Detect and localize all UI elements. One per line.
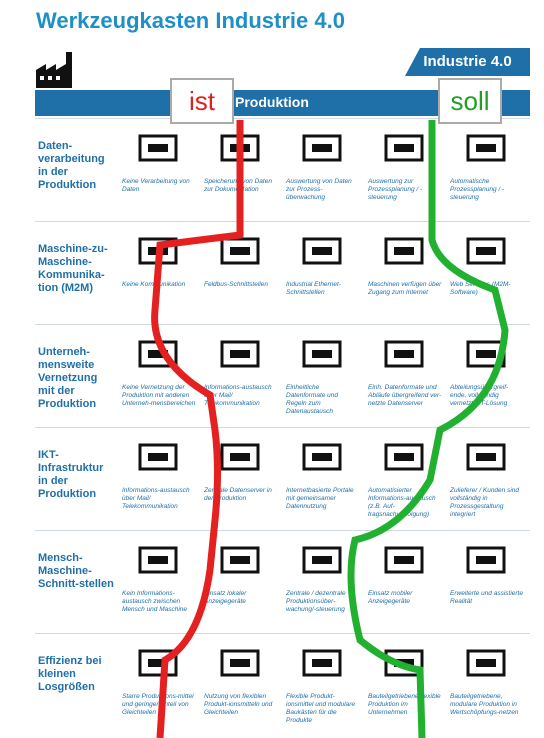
cell-caption: Auswertung von Daten zur Prozess-überwac… [286, 178, 352, 201]
icon [300, 439, 344, 475]
cell-caption: Zulieferer / Kunden sind vollständig in … [450, 487, 520, 518]
soll-label: soll [438, 78, 502, 124]
icon [382, 439, 426, 475]
icon [218, 439, 262, 475]
row [35, 221, 530, 325]
cell-caption: Informations-austausch über Mail/ Teleko… [204, 384, 272, 407]
icon [300, 645, 344, 681]
cell-caption: Feldbus-Schnittstellen [204, 281, 268, 288]
icon [218, 645, 262, 681]
icon [136, 542, 180, 578]
icon [136, 439, 180, 475]
cell-caption: Keine Vernetzung der Produktion mit ande… [122, 384, 196, 407]
icon [300, 542, 344, 578]
icon [300, 130, 344, 166]
cell-caption: Kein Informations-austausch zwischen Men… [122, 590, 188, 613]
icon [464, 645, 508, 681]
row [35, 633, 530, 737]
banner: Industrie 4.0 [405, 48, 530, 76]
cell-caption: Auswertung zur Prozessplanung / -steueru… [368, 178, 423, 201]
cell-caption: Internetbasierte Portale mit gemeinsamer… [286, 487, 354, 510]
row-label: Daten-verarbeitung in der Produktion [38, 140, 105, 191]
row-label: Maschine-zu-Maschine-Kommunika-tion (M2M… [38, 243, 108, 294]
icon [136, 645, 180, 681]
cell-caption: Bauteilgetriebene flexible Produktion im… [368, 693, 441, 716]
cell-caption: Keine Verarbeitung von Daten [122, 178, 190, 193]
icon [464, 542, 508, 578]
cell-caption: Nutzung von flexiblen Produkt-ionsmittel… [204, 693, 273, 716]
icon [464, 233, 508, 269]
row [35, 118, 530, 222]
icon [382, 336, 426, 372]
cell-caption: Einsatz lokaler Anzeigegeräte [204, 590, 247, 605]
icon [382, 130, 426, 166]
row [35, 427, 530, 531]
cell-caption: Erweiterte und assistierte Realität [450, 590, 523, 605]
cell-caption: Informations-austausch über Mail/ Teleko… [122, 487, 190, 510]
icon [218, 542, 262, 578]
cell-caption: Zentrale / dezentrale Produktionsüber-wa… [286, 590, 346, 613]
row-label: Mensch-Maschine-Schnitt-stellen [38, 552, 114, 590]
title: Werkzeugkasten Industrie 4.0 [36, 8, 345, 33]
cell-caption: Maschinen verfügen über Zugang zum Inter… [368, 281, 442, 296]
icon [464, 130, 508, 166]
cell-caption: Einheitliche Datenformate und Regeln zum… [286, 384, 339, 415]
row-label: IKT-Infrastruktur in der Produktion [38, 449, 104, 500]
row [35, 324, 530, 428]
row [35, 530, 530, 634]
cell-caption: Industrial Ethernet-Schnittstellen [286, 281, 341, 296]
cell-caption: Einsatz mobiler Anzeigegeräte [368, 590, 413, 605]
cell-caption: Bauteilgetriebene, modulare Produktion i… [450, 693, 519, 716]
cell-caption: Einh. Datenformate und Abläufe übergreif… [368, 384, 442, 407]
bar-label: Produktion [235, 94, 309, 110]
ist-label: ist [170, 78, 234, 124]
icon [218, 233, 262, 269]
icon [382, 233, 426, 269]
icon [300, 336, 344, 372]
icon [382, 542, 426, 578]
cell-caption: Automatische Prozessplanung / -steuerung [450, 178, 505, 201]
cell-caption: Flexible Produkt-ionsmittel und modulare… [286, 693, 356, 724]
row-label: Unterneh-mensweite Vernetzung mit der Pr… [38, 346, 98, 410]
cell-caption: Starre Produktions-mittel und geringer A… [122, 693, 194, 716]
cell-caption: Zentrale Datenserver in der Produktion [204, 487, 272, 502]
factory-icon [36, 52, 72, 88]
icon [300, 233, 344, 269]
icon [218, 336, 262, 372]
icon [464, 439, 508, 475]
row-label: Effizienz bei kleinen Losgrößen [38, 655, 102, 693]
icon [136, 130, 180, 166]
